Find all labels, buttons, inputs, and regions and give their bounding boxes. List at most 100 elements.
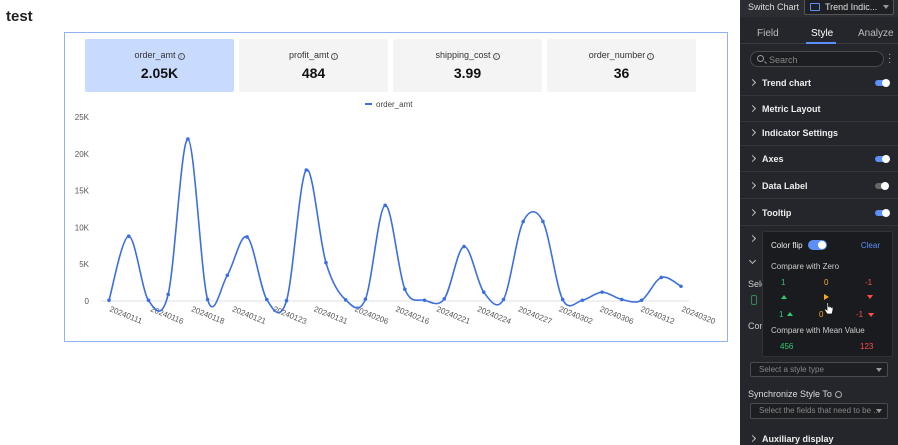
trend-chart-toggle[interactable] xyxy=(875,79,890,87)
settings-panel: Switch Chart Trend Indic... Field Style … xyxy=(740,0,898,445)
data-point xyxy=(264,297,269,302)
arrow-down-icon xyxy=(867,295,873,299)
kpi-label: shipping_cost i xyxy=(393,50,542,60)
tab-analyze[interactable]: Analyze xyxy=(858,28,894,39)
legend-label: order_amt xyxy=(376,100,413,109)
kpi-label: order_amt i xyxy=(85,50,234,60)
hand-cursor-icon xyxy=(823,302,834,315)
color-flip-label: Color flip xyxy=(771,241,803,250)
chevron-right-icon xyxy=(748,128,757,137)
info-icon[interactable]: i xyxy=(647,53,655,60)
kpi-card-order-amt[interactable]: order_amt i 2.05K xyxy=(85,39,234,92)
x-tick-label: 20240131 xyxy=(313,305,350,327)
data-point xyxy=(521,219,526,224)
x-tick-label: 20240221 xyxy=(435,305,472,327)
chart-legend[interactable]: order_amt xyxy=(365,100,412,109)
page-title: test xyxy=(6,8,33,25)
y-tick-label: 15K xyxy=(75,187,90,196)
switch-chart-select[interactable]: Trend Indic... xyxy=(804,0,894,15)
section-indicator-settings[interactable]: Indicator Settings xyxy=(740,122,898,146)
zero-positive-value-2: 1 xyxy=(779,310,784,319)
legend-swatch xyxy=(365,103,372,105)
search-icon xyxy=(757,55,764,62)
tab-field[interactable]: Field xyxy=(757,28,779,39)
section-label: Auxiliary display xyxy=(762,434,834,444)
clear-button[interactable]: Clear xyxy=(860,241,880,250)
partial-label-select: Sele xyxy=(748,279,767,289)
info-icon[interactable]: i xyxy=(331,53,339,60)
data-point xyxy=(600,290,604,294)
section-metric-layout[interactable]: Metric Layout xyxy=(740,98,898,122)
kpi-card-profit-amt[interactable]: profit_amt i 484 xyxy=(239,39,388,92)
tooltip-toggle[interactable] xyxy=(875,209,890,217)
color-flip-toggle[interactable] xyxy=(808,240,827,250)
info-icon[interactable]: i xyxy=(177,53,185,60)
data-point xyxy=(620,297,624,302)
x-tick-label: 20240123 xyxy=(272,305,309,327)
data-point xyxy=(304,168,309,172)
data-point xyxy=(462,244,466,249)
kpi-card-shipping-cost[interactable]: shipping_cost i 3.99 xyxy=(393,39,542,92)
kpi-label: order_number i xyxy=(547,50,696,60)
section-label: Indicator Settings xyxy=(762,128,839,138)
data-point xyxy=(442,296,447,301)
section-axes[interactable]: Axes xyxy=(740,148,898,172)
data-point xyxy=(501,297,506,302)
trend-indicator-card[interactable]: order_amt i 2.05K profit_amt i 484 shippin… xyxy=(64,32,728,342)
y-tick-label: 25K xyxy=(75,113,90,122)
chevron-right-icon xyxy=(748,181,757,190)
chevron-right-icon xyxy=(748,208,757,217)
section-data-label[interactable]: Data Label xyxy=(740,175,898,199)
kpi-value: 3.99 xyxy=(453,65,482,81)
x-tick-label: 20240118 xyxy=(190,305,226,327)
switch-chart-value: Trend Indic... xyxy=(825,2,878,12)
chevron-right-icon xyxy=(748,154,757,163)
mean-positive-value: 456 xyxy=(780,342,794,351)
compare-mean-heading: Compare with Mean Value xyxy=(771,326,865,335)
data-point xyxy=(146,298,151,303)
data-point xyxy=(107,298,111,303)
section-label: Trend chart xyxy=(762,78,812,88)
x-tick-label: 20240227 xyxy=(517,305,554,327)
axes-toggle[interactable] xyxy=(875,155,890,163)
data-point xyxy=(343,298,348,302)
data-point xyxy=(363,297,368,301)
data-point xyxy=(560,297,565,302)
kpi-value: 2.05K xyxy=(140,65,179,81)
data-point xyxy=(284,298,289,303)
section-trend-chart[interactable]: Trend chart xyxy=(740,72,898,96)
chevron-down-icon xyxy=(748,256,757,265)
sync-placeholder: Select the fields that need to be ... xyxy=(759,406,880,415)
data-point xyxy=(580,298,585,303)
green-tag[interactable] xyxy=(751,295,757,305)
switch-chart-row: Switch Chart Trend Indic... xyxy=(740,0,898,17)
x-tick-label: 20240302 xyxy=(558,305,595,327)
info-icon[interactable] xyxy=(834,391,842,398)
chart-icon xyxy=(810,3,820,11)
section-label: Axes xyxy=(762,154,784,164)
data-point xyxy=(324,260,328,265)
y-tick-label: 10K xyxy=(75,223,90,232)
style-type-select[interactable]: Select a style type xyxy=(750,362,888,377)
data-label-toggle[interactable] xyxy=(875,182,889,190)
data-point xyxy=(245,235,249,239)
info-icon[interactable]: i xyxy=(492,53,500,60)
y-tick-label: 20K xyxy=(75,150,90,159)
compare-zero-heading: Compare with Zero xyxy=(771,262,840,271)
search-placeholder: Search xyxy=(769,55,798,65)
tab-style[interactable]: Style xyxy=(811,28,834,39)
data-point xyxy=(383,203,387,208)
search-input[interactable]: Search xyxy=(750,51,884,67)
arrow-down-icon xyxy=(868,313,874,317)
data-point xyxy=(205,297,210,302)
section-auxiliary-display[interactable]: Auxiliary display xyxy=(740,428,898,445)
kpi-card-order-number[interactable]: order_number i 36 xyxy=(547,39,696,92)
section-tooltip[interactable]: Tooltip xyxy=(740,202,898,226)
section-label: Tooltip xyxy=(762,208,792,218)
sync-style-select[interactable]: Select the fields that need to be ... xyxy=(750,403,888,419)
more-options-icon[interactable]: · · · xyxy=(888,49,892,68)
data-point xyxy=(186,137,190,141)
style-type-placeholder: Select a style type xyxy=(759,365,824,374)
